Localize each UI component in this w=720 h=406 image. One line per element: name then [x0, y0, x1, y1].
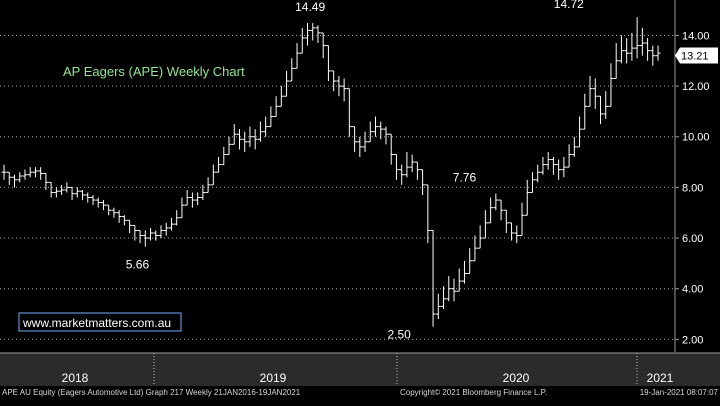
gridlines [0, 34, 675, 340]
y-tick-label: 2.00 [682, 334, 703, 346]
last-price-box [675, 47, 718, 64]
annotation-label: 14.49 [295, 0, 325, 14]
chart-title: AP Eagers (APE) Weekly Chart [63, 64, 245, 79]
axes: 2.00 4.00 6.00 8.00 10.00 12.00 14.00 2018 2019 2… [0, 0, 720, 386]
x-axis-panel [0, 353, 720, 386]
y-tick-label: 4.00 [682, 284, 703, 296]
x-tick-label: 2020 [503, 371, 530, 385]
x-tick-label: 2021 [647, 371, 674, 385]
x-tick-label: 2018 [62, 371, 89, 385]
watermark-text: www.marketmatters.com.au [22, 316, 171, 330]
ohlc-bars [1, 17, 661, 327]
annotation-label: 5.66 [126, 258, 150, 272]
footer-timestamp: 19-Jan-2021 08:07:07 [639, 388, 718, 397]
y-tick-label: 6.00 [682, 233, 703, 245]
y-tick-label: 10.00 [682, 132, 710, 144]
annotation-label: 14.72 [554, 0, 584, 11]
y-tick-label: 12.00 [682, 81, 710, 93]
last-price-label: 13.21 [681, 50, 709, 62]
watermark-box [18, 312, 182, 332]
annotation-label: 2.50 [387, 328, 411, 342]
footer-copyright: Copyright© 2021 Bloomberg Finance L.P. [400, 388, 548, 397]
y-tick-label: 14.00 [682, 30, 710, 42]
annotation-label: 7.76 [453, 170, 477, 184]
footer-security-info: APE AU Equity (Eagers Automotive Ltd) Gr… [2, 388, 301, 397]
x-tick-label: 2019 [260, 371, 287, 385]
y-tick-label: 8.00 [682, 182, 703, 194]
chart-labels: AP Eagers (APE) Weekly Chart www.marketm… [18, 0, 584, 342]
